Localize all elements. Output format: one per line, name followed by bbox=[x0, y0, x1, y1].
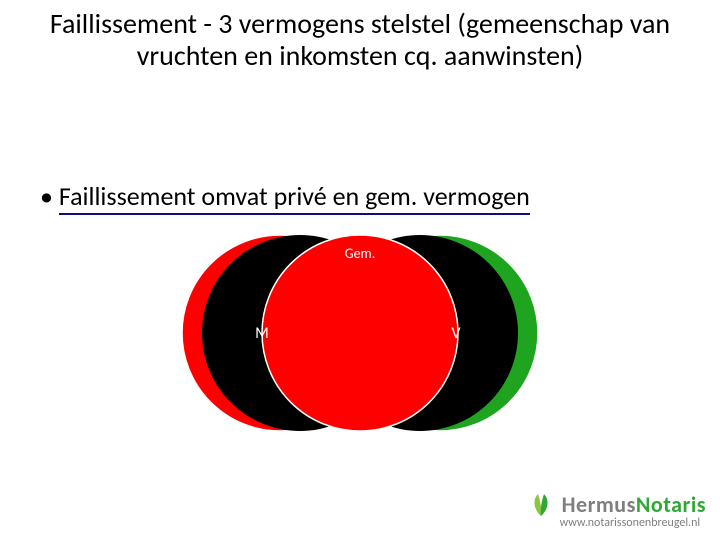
leaf-icon bbox=[526, 490, 556, 518]
bullet-text: Faillissement omvat privé en gem. vermog… bbox=[59, 180, 530, 215]
venn-center-circle bbox=[262, 235, 458, 431]
venn-label-left: M bbox=[255, 324, 269, 343]
venn-svg: Gem. M V bbox=[0, 218, 720, 448]
venn-diagram: Gem. M V bbox=[0, 218, 720, 448]
logo-text-hermus: Hermus bbox=[562, 491, 636, 518]
logo-text-notaris: Notaris bbox=[636, 491, 706, 518]
bullet-item: • Faillissement omvat privé en gem. verm… bbox=[40, 180, 680, 212]
slide: Faillissement - 3 vermogens stelstel (ge… bbox=[0, 0, 720, 540]
slide-title: Faillissement - 3 vermogens stelstel (ge… bbox=[40, 8, 680, 72]
venn-label-right: V bbox=[451, 324, 461, 343]
logo-url: www.notarissonenbreugel.nl bbox=[526, 516, 706, 530]
footer-logo: HermusNotaris www.notarissonenbreugel.nl bbox=[526, 490, 706, 530]
venn-label-top: Gem. bbox=[345, 245, 376, 262]
logo-row: HermusNotaris bbox=[526, 490, 706, 518]
